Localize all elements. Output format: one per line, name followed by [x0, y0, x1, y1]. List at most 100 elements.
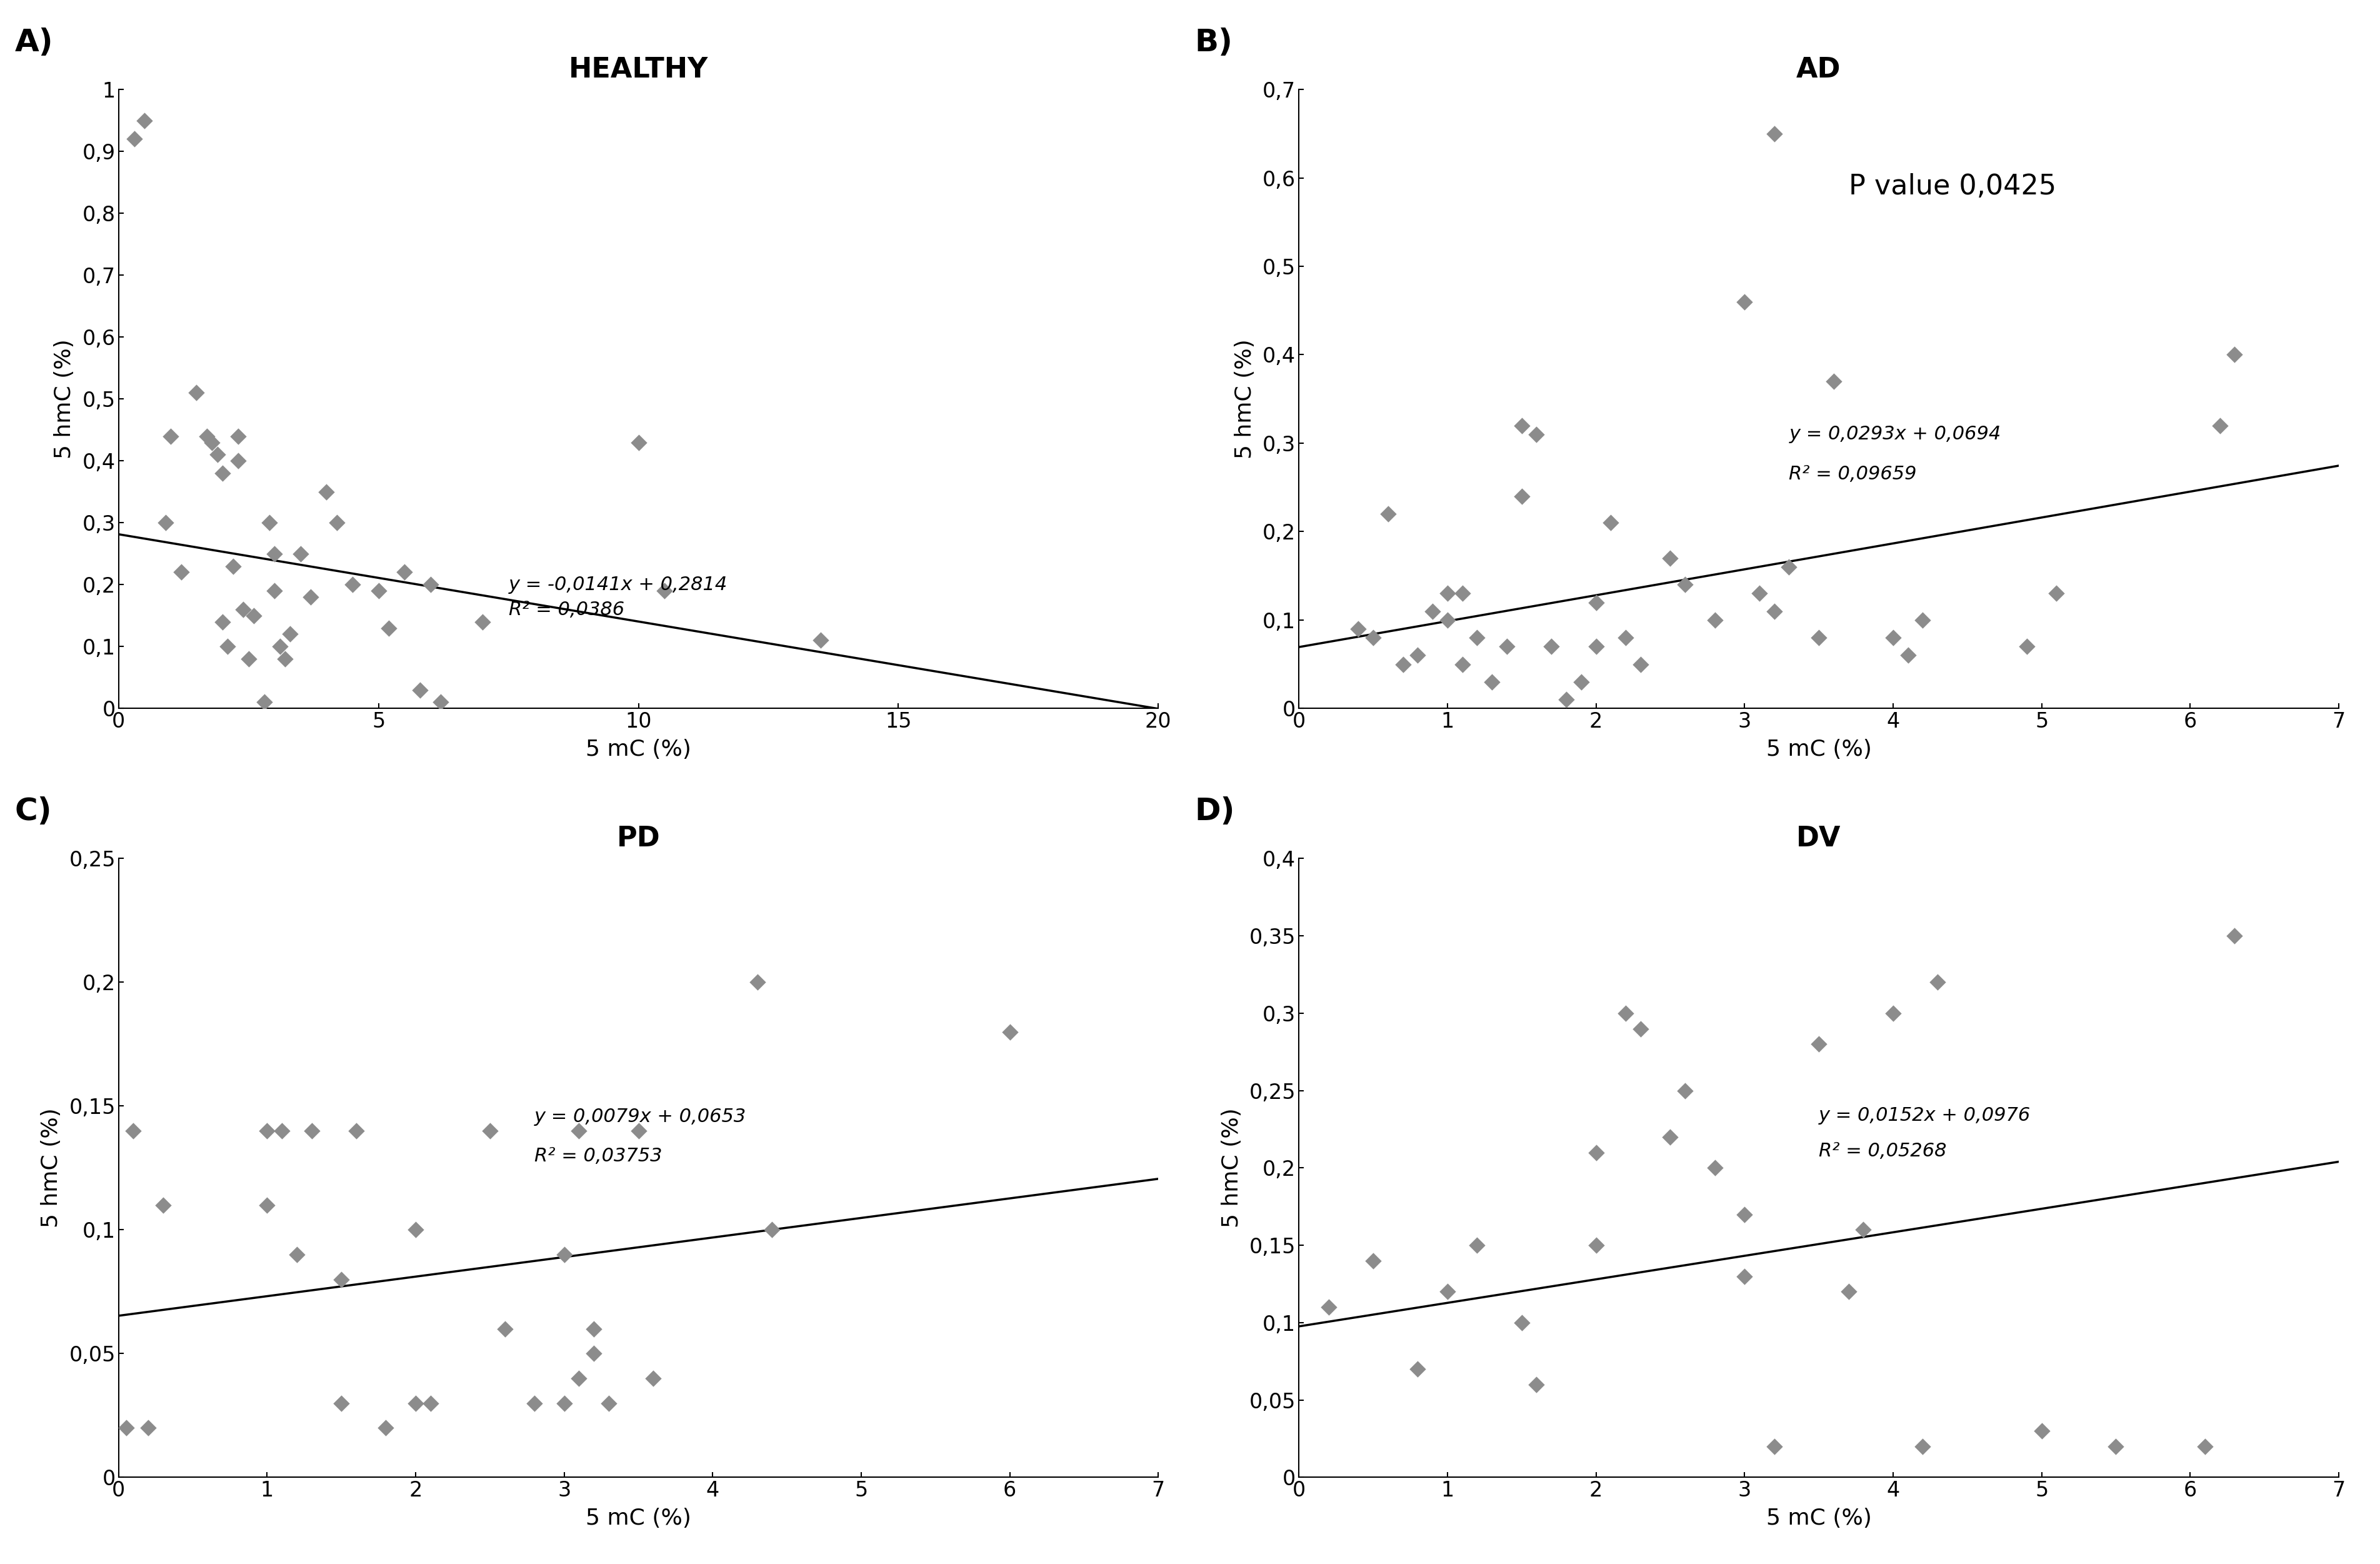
Point	[1621, 1017, 1659, 1042]
Point	[1725, 289, 1764, 314]
Y-axis label: 5 hmC (%): 5 hmC (%)	[1235, 339, 1257, 458]
Point	[1799, 1032, 1837, 1057]
Point	[2216, 923, 2254, 948]
Point	[107, 1415, 145, 1440]
Point	[262, 1118, 300, 1143]
Point	[145, 1193, 183, 1218]
Point	[1754, 1434, 1792, 1459]
Point	[1725, 1201, 1764, 1226]
Text: y = 0,0152x + 0,0976: y = 0,0152x + 0,0976	[1818, 1106, 2030, 1125]
Point	[576, 1340, 614, 1365]
Point	[1652, 546, 1690, 571]
Point	[990, 1020, 1028, 1045]
Point	[188, 424, 226, 449]
Point	[1695, 607, 1733, 632]
Point	[1725, 1264, 1764, 1289]
Point	[1399, 1356, 1438, 1381]
Point	[114, 1118, 152, 1143]
Point	[209, 633, 248, 658]
Point	[293, 585, 331, 610]
Point	[1578, 1140, 1616, 1165]
Point	[1814, 369, 1852, 394]
Point	[1502, 483, 1540, 508]
Point	[162, 560, 200, 585]
Point	[545, 1242, 583, 1267]
Point	[338, 1118, 376, 1143]
Point	[1578, 633, 1616, 658]
Point	[559, 1365, 597, 1390]
X-axis label: 5 mC (%): 5 mC (%)	[585, 740, 690, 760]
Point	[278, 1242, 317, 1267]
Point	[738, 970, 776, 995]
Point	[619, 430, 657, 455]
Point	[576, 1317, 614, 1342]
Point	[802, 627, 840, 652]
Text: C): C)	[14, 796, 52, 826]
Point	[516, 1390, 555, 1415]
Point	[2023, 1419, 2061, 1444]
Point	[1830, 1279, 1868, 1304]
Point	[1428, 580, 1466, 605]
Point	[1354, 626, 1392, 651]
Point	[1414, 599, 1452, 624]
Point	[129, 1415, 167, 1440]
Point	[752, 1217, 790, 1242]
Point	[471, 1118, 509, 1143]
Point	[205, 461, 243, 486]
Point	[1754, 599, 1792, 624]
Text: R² = 0,05268: R² = 0,05268	[1818, 1142, 1947, 1160]
Point	[412, 1390, 450, 1415]
Text: R² = 0,0386: R² = 0,0386	[509, 601, 624, 619]
Point	[114, 127, 152, 152]
Point	[255, 541, 293, 566]
Point	[1383, 652, 1421, 677]
Point	[1399, 643, 1438, 668]
Point	[1340, 616, 1378, 641]
Point	[559, 1118, 597, 1143]
Text: y = 0,0293x + 0,0694: y = 0,0293x + 0,0694	[1790, 425, 2002, 443]
Point	[2202, 413, 2240, 438]
Point	[1502, 1311, 1540, 1336]
Point	[369, 616, 407, 641]
Title: AD: AD	[1797, 56, 1842, 83]
Text: D): D)	[1195, 796, 1235, 826]
Text: y = 0,0079x + 0,0653: y = 0,0079x + 0,0653	[536, 1107, 747, 1126]
Point	[1354, 1248, 1392, 1273]
Point	[1561, 669, 1599, 694]
Point	[1488, 633, 1526, 658]
Text: A): A)	[14, 28, 52, 58]
Point	[126, 108, 164, 133]
Text: y = -0,0141x + 0,2814: y = -0,0141x + 0,2814	[509, 576, 728, 594]
Point	[262, 633, 300, 658]
Point	[402, 677, 440, 702]
Point	[248, 1193, 286, 1218]
Point	[2216, 343, 2254, 368]
Point	[271, 621, 309, 646]
Point	[1459, 626, 1497, 651]
X-axis label: 5 mC (%): 5 mC (%)	[585, 1508, 690, 1530]
X-axis label: 5 mC (%): 5 mC (%)	[1766, 1508, 1871, 1530]
Point	[2009, 633, 2047, 658]
Point	[245, 690, 283, 715]
Point	[1695, 1156, 1733, 1181]
Point	[248, 1118, 286, 1143]
Point	[152, 424, 190, 449]
Point	[619, 1118, 657, 1143]
Point	[1428, 607, 1466, 632]
Point	[236, 604, 274, 629]
Point	[145, 510, 183, 535]
Point	[281, 541, 319, 566]
Point	[1578, 1232, 1616, 1257]
Point	[421, 690, 459, 715]
Point	[255, 579, 293, 604]
Title: HEALTHY: HEALTHY	[569, 56, 709, 83]
Point	[633, 1365, 671, 1390]
Point	[359, 579, 397, 604]
Point	[1368, 502, 1407, 527]
Point	[1845, 1217, 1883, 1242]
Text: B): B)	[1195, 28, 1233, 58]
Point	[1904, 1434, 1942, 1459]
Point	[1533, 633, 1571, 658]
Point	[397, 1217, 436, 1242]
Point	[397, 1390, 436, 1415]
